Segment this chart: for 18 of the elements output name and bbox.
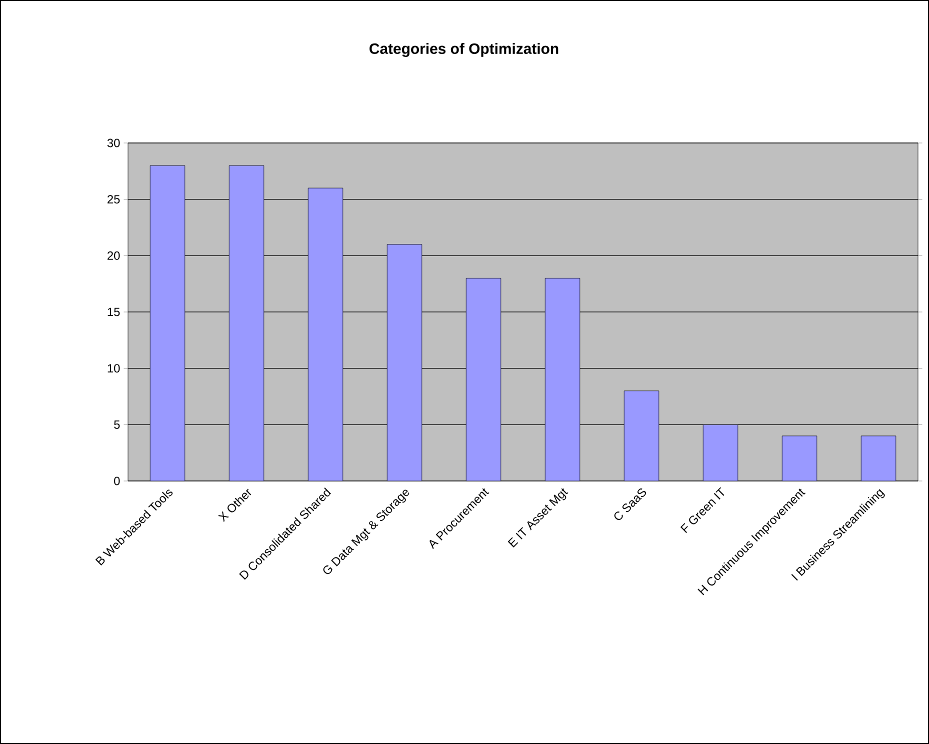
y-tick-label: 25 — [108, 195, 120, 204]
y-tick-label: 15 — [108, 308, 120, 316]
bar — [386, 244, 422, 481]
bar — [702, 424, 738, 481]
bar — [228, 165, 264, 481]
chart-title: Categories of Optimization — [370, 42, 558, 57]
y-tick-label: 30 — [107, 138, 120, 148]
bar — [782, 436, 818, 481]
y-tick-label: 10 — [108, 364, 120, 373]
bar — [308, 188, 344, 481]
bar — [150, 165, 186, 481]
bar — [624, 390, 660, 481]
y-tick-label: 0 — [114, 476, 120, 486]
y-tick-label: 20 — [108, 251, 120, 260]
bar — [544, 278, 580, 481]
bar — [466, 278, 502, 481]
bar — [860, 436, 896, 481]
y-tick-label: 5 — [114, 420, 120, 429]
